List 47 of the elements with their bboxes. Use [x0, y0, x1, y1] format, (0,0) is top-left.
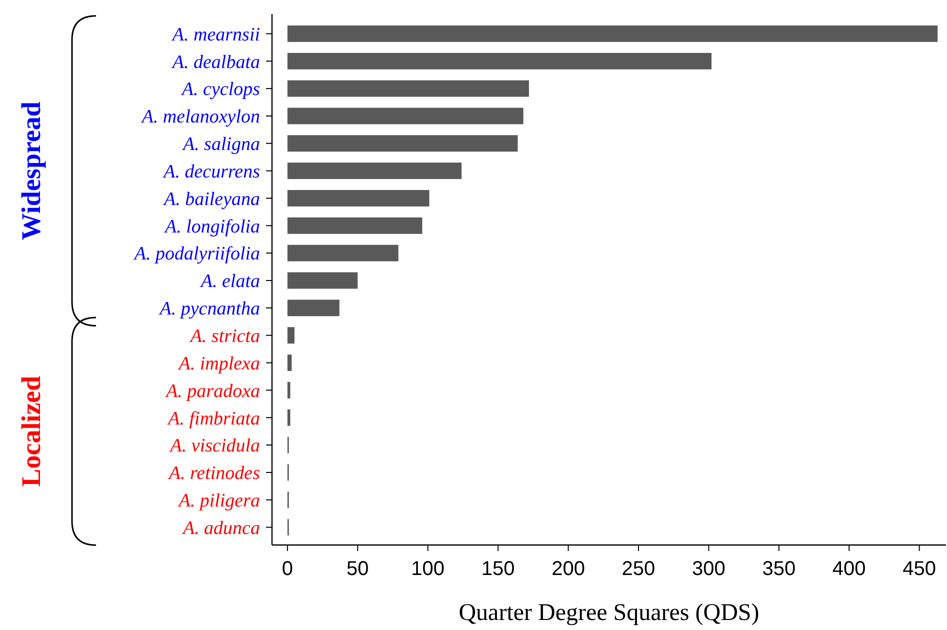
y-tick-label: A. fimbriata [166, 408, 260, 430]
y-tick-label: A. saligna [180, 134, 260, 156]
x-tick-label: 350 [762, 558, 796, 580]
bar [287, 354, 292, 371]
x-tick-label: 300 [692, 558, 726, 580]
text: Localized [16, 376, 46, 487]
bar [287, 244, 398, 262]
text: Widespread [16, 102, 46, 240]
y-tick-label: A. longifolia [163, 216, 260, 238]
y-tick-label: A. baileyana [162, 188, 260, 210]
y-tick-label: A. mearnsii [170, 24, 260, 46]
x-axis-title: Quarter Degree Squares (QDS) [458, 600, 760, 626]
bar [287, 190, 430, 206]
y-tick-label: A. stricta [188, 326, 260, 347]
y-tick-label: A. retinodes [166, 463, 260, 484]
y-tick-label: A. viscidula [168, 436, 260, 457]
bar [287, 25, 938, 42]
x-tick-label: 0 [282, 558, 294, 580]
y-tick-label: A. melanoxylon [140, 106, 260, 128]
bar [287, 80, 529, 97]
bar [287, 135, 518, 152]
y-tick-label: A. implexa [176, 353, 260, 374]
x-tick-label: 250 [622, 558, 656, 580]
x-tick-label: 100 [411, 558, 445, 580]
y-tick-label: A. pycnantha [158, 298, 260, 320]
y-tick-label: A. podalyriifolia [132, 244, 260, 265]
bar [287, 162, 462, 180]
x-tick-label: 50 [346, 558, 369, 580]
y-tick-label: A. dealbata [170, 52, 260, 73]
bar [287, 300, 340, 316]
bar [287, 327, 294, 344]
y-tick-label: A. cyclops [180, 79, 260, 100]
x-tick-label: 150 [481, 558, 515, 580]
x-tick-label: 400 [832, 558, 866, 580]
bar [287, 382, 290, 398]
y-tick-label: A. adunca [180, 518, 260, 539]
x-tick-label: 200 [552, 558, 585, 580]
bar [287, 409, 290, 426]
bar [287, 108, 524, 124]
x-tick-label: 450 [902, 558, 936, 580]
bar [287, 52, 712, 70]
y-tick-label: A. paradoxa [164, 380, 260, 402]
y-tick-label: A. decurrens [162, 161, 260, 182]
y-tick-label: A. piligera [176, 490, 260, 512]
bar [287, 272, 358, 289]
bar [287, 217, 422, 234]
y-tick-label: A. elata [198, 271, 260, 292]
